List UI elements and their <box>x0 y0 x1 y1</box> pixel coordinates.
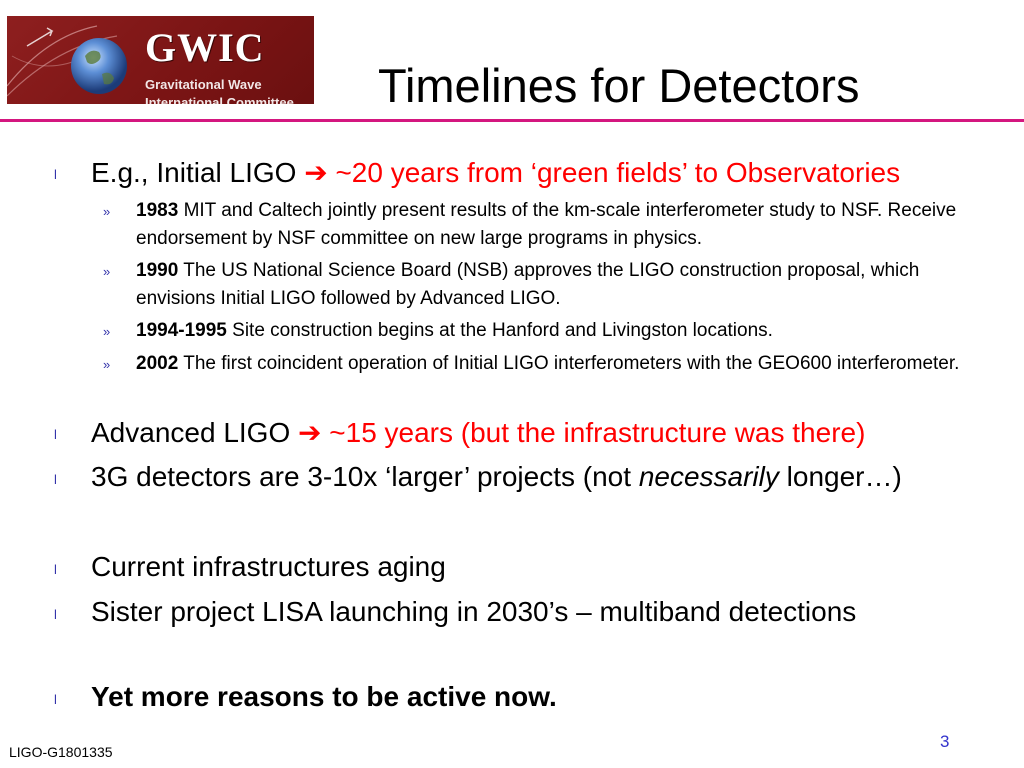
title-divider <box>0 119 1024 122</box>
sub-item-year: 2002 <box>136 353 179 374</box>
bullet-item-lisa: Sister project LISA launching in 2030’s … <box>91 595 856 629</box>
slide-title: Timelines for Detectors <box>378 59 860 112</box>
right-arrow-icon: ➔ <box>298 417 322 448</box>
gwic-logo: GWIC Gravitational Wave International Co… <box>7 16 314 104</box>
bullet-emphasis: necessarily <box>638 461 779 492</box>
sub-bullet-icon: » <box>103 264 111 279</box>
logo-title: GWIC <box>145 25 265 70</box>
sub-bullet-icon: » <box>103 204 111 219</box>
earth-waves-icon <box>7 25 127 97</box>
sub-item-1990: 1990 The US National Science Board (NSB)… <box>136 257 996 313</box>
right-arrow-icon: ➔ <box>304 157 328 188</box>
sub-bullet-icon: » <box>103 324 111 339</box>
bullet-icon: l <box>54 472 57 487</box>
bullet-highlight: ~20 years from ‘green fields’ to Observa… <box>335 157 901 188</box>
bullet-item-advanced-ligo: Advanced LIGO ➔ ~15 years (but the infra… <box>91 416 865 450</box>
sub-item-year: 1994-1995 <box>136 320 227 341</box>
bullet-text-tail: longer…) <box>786 461 902 492</box>
sub-item-2002: 2002 The first coincident operation of I… <box>136 350 996 378</box>
sub-item-text: The US National Science Board (NSB) appr… <box>136 260 920 309</box>
bullet-item-3g-detectors: 3G detectors are 3-10x ‘larger’ projects… <box>91 460 902 494</box>
bullet-icon: l <box>54 427 57 442</box>
bullet-text: Advanced LIGO <box>91 417 291 448</box>
logo-subtitle-line1: Gravitational Wave <box>145 77 262 92</box>
bullet-highlight: ~15 years (but the infrastructure was th… <box>329 417 866 448</box>
bullet-item-reasons: Yet more reasons to be active now. <box>91 680 557 714</box>
page-number: 3 <box>940 732 950 751</box>
sub-bullet-icon: » <box>103 357 111 372</box>
bullet-icon: l <box>54 167 57 182</box>
bullet-text: Current infrastructures aging <box>91 551 446 582</box>
bullet-text: Sister project LISA launching in 2030’s … <box>91 596 857 627</box>
bullet-item-infrastructures: Current infrastructures aging <box>91 550 446 584</box>
sub-item-text: Site construction begins at the Hanford … <box>232 320 773 341</box>
sub-item-text: MIT and Caltech jointly present results … <box>136 200 957 249</box>
bullet-text: 3G detectors are 3-10x ‘larger’ projects… <box>91 461 632 492</box>
bullet-icon: l <box>54 692 57 707</box>
bullet-item-initial-ligo: E.g., Initial LIGO ➔ ~20 years from ‘gre… <box>91 156 900 190</box>
bullet-text: Yet more reasons to be active now. <box>91 681 557 712</box>
sub-item-year: 1990 <box>136 260 179 281</box>
bullet-icon: l <box>54 607 57 622</box>
bullet-icon: l <box>54 562 57 577</box>
sub-item-1994-1995: 1994-1995 Site construction begins at th… <box>136 317 996 345</box>
sub-item-1983: 1983 MIT and Caltech jointly present res… <box>136 197 996 253</box>
sub-item-year: 1983 <box>136 200 179 221</box>
document-id: LIGO-G1801335 <box>9 744 113 760</box>
bullet-text: E.g., Initial LIGO <box>91 157 297 188</box>
logo-subtitle-line2: International Committee <box>145 95 294 104</box>
sub-item-text: The first coincident operation of Initia… <box>183 353 960 374</box>
